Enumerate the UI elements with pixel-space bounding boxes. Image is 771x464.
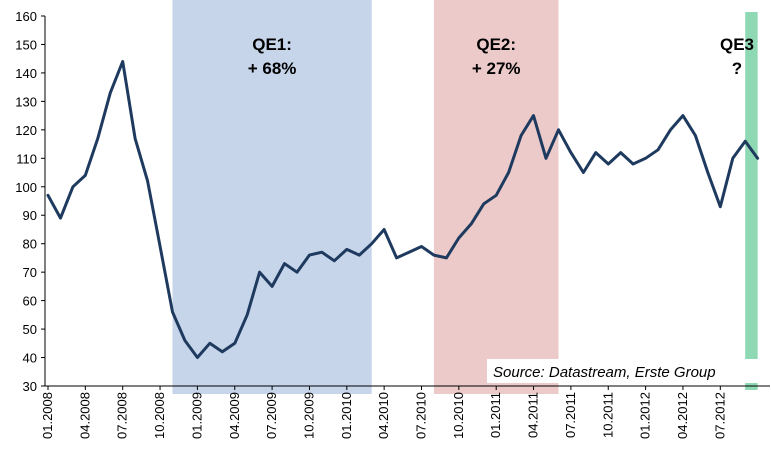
y-tick-label: 90 xyxy=(23,208,37,223)
qe-label-2-title: QE2: xyxy=(476,35,516,54)
chart-axes xyxy=(44,16,770,387)
qe-labels: QE1: + 68% QE2: + 27% QE3? xyxy=(248,35,754,78)
y-tick-label: 150 xyxy=(15,37,37,52)
qe-region-1 xyxy=(172,0,372,394)
y-tick-label: 100 xyxy=(15,180,37,195)
x-tick-label: 01.2011 xyxy=(488,392,503,438)
qe-label-2-value: + 27% xyxy=(472,59,521,78)
x-tick-labels: 01.2008 04.2008 07.2008 10.2008 01.2009 04.20… xyxy=(40,386,727,439)
qe-label-1-value: + 68% xyxy=(248,59,297,78)
x-tick-label: 10.2008 xyxy=(152,392,167,439)
x-tick-label: 04.2012 xyxy=(675,392,690,439)
x-tick-label: 04.2009 xyxy=(227,392,242,439)
x-tick-label: 01.2010 xyxy=(339,392,354,439)
x-tick-label: 07.2011 xyxy=(563,392,578,438)
y-tick-label: 130 xyxy=(15,94,37,109)
y-tick-label: 140 xyxy=(15,66,37,81)
x-tick-label: 01.2009 xyxy=(189,392,204,439)
qe-region-3 xyxy=(745,12,758,390)
y-tick-label: 40 xyxy=(23,351,37,366)
x-tick-label: 04.2011 xyxy=(526,392,541,438)
x-tick-label: 10.2010 xyxy=(451,392,466,439)
x-tick-label: 07.2012 xyxy=(712,392,727,439)
x-tick-label: 01.2008 xyxy=(40,392,55,439)
qe-label-1-title: QE1: xyxy=(252,35,292,54)
x-tick-label: 10.2011 xyxy=(600,392,615,438)
x-tick-label: 04.2008 xyxy=(77,392,92,439)
y-tick-label: 70 xyxy=(23,265,37,280)
y-tick-label: 160 xyxy=(15,9,37,24)
series-layer xyxy=(46,60,760,359)
x-tick-label: 04.2010 xyxy=(376,392,391,439)
y-tick-label: 120 xyxy=(15,123,37,138)
y-tick-label: 80 xyxy=(23,237,37,252)
y-tick-label: 50 xyxy=(23,322,37,337)
source-annotation-background xyxy=(487,359,765,383)
source-annotation: Source: Datastream, Erste Group xyxy=(493,364,716,381)
y-tick-label: 60 xyxy=(23,294,37,309)
qe-label-3-value: ? xyxy=(732,59,742,78)
source-annotation-box: Source: Datastream, Erste Group xyxy=(487,359,765,383)
x-tick-label: 10.2009 xyxy=(301,392,316,439)
qe-label-3-title: QE3 xyxy=(720,35,754,54)
x-tick-label: 07.2009 xyxy=(264,392,279,439)
x-tick-label: 01.2012 xyxy=(638,392,653,439)
y-tick-labels: 30 40 50 60 70 80 90 100 110 120 130 140 150 160 xyxy=(15,9,45,394)
y-tick-label: 30 xyxy=(23,379,37,394)
series-line-1 xyxy=(46,60,760,359)
x-tick-label: 07.2010 xyxy=(414,392,429,439)
x-tick-label: 07.2008 xyxy=(115,392,130,439)
y-tick-label: 110 xyxy=(16,151,37,166)
